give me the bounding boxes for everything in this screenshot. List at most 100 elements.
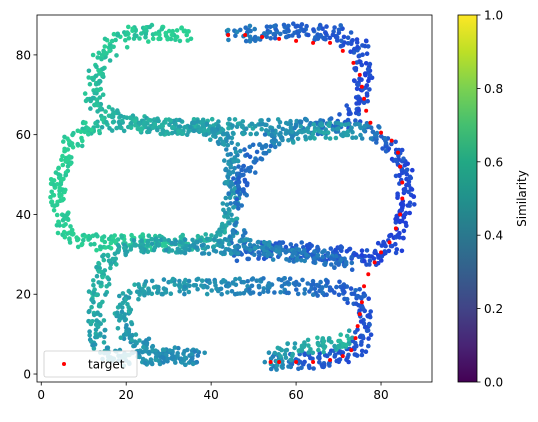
target-point — [359, 300, 364, 305]
scatter-point — [236, 179, 242, 185]
scatter-point — [209, 233, 214, 238]
scatter-point — [65, 163, 71, 169]
scatter-point — [161, 277, 167, 282]
scatter-point — [147, 24, 153, 30]
scatter-point — [172, 282, 178, 288]
scatter-point — [306, 343, 311, 348]
scatter-point — [63, 159, 68, 164]
scatter-point — [375, 240, 381, 246]
scatter-point — [294, 258, 300, 263]
scatter-point — [80, 138, 85, 144]
scatter-point — [234, 220, 239, 225]
scatter-point — [406, 189, 411, 195]
scatter-point — [227, 282, 232, 288]
scatter-point — [102, 334, 107, 340]
scatter-point — [89, 304, 94, 310]
scatter-point — [123, 251, 128, 256]
scatter-point — [301, 362, 306, 367]
scatter-point — [305, 281, 311, 286]
scatter-point — [213, 283, 218, 288]
scatter-point — [60, 162, 66, 168]
scatter-point — [204, 291, 210, 297]
scatter-point — [243, 38, 249, 44]
scatter-point — [340, 133, 345, 138]
scatter-point — [156, 118, 161, 124]
scatter-point — [149, 278, 155, 284]
scatter-point — [172, 345, 178, 350]
scatter-point — [265, 289, 271, 294]
scatter-point — [94, 64, 99, 70]
scatter-point — [93, 322, 99, 328]
scatter-point — [229, 289, 235, 294]
scatter-point — [240, 233, 246, 239]
scatter-point — [119, 118, 125, 124]
scatter-point — [137, 338, 142, 343]
target-point — [355, 324, 360, 329]
scatter-point — [134, 340, 139, 346]
scatter-point — [223, 180, 228, 185]
scatter-point — [95, 109, 100, 114]
scatter-point — [305, 126, 311, 131]
scatter-point — [345, 35, 351, 40]
scatter-point — [353, 135, 359, 140]
scatter-point — [139, 238, 144, 243]
scatter-point — [103, 109, 108, 114]
scatter-point — [177, 239, 183, 245]
scatter-point — [399, 248, 405, 254]
scatter-point — [111, 44, 116, 50]
scatter-point — [88, 96, 94, 102]
scatter-point — [283, 29, 289, 35]
scatter-point — [320, 364, 325, 370]
scatter-point — [249, 121, 254, 127]
scatter-point — [119, 234, 125, 239]
scatter-point — [146, 288, 152, 294]
scatter-point — [132, 282, 137, 288]
scatter-point — [304, 252, 309, 258]
scatter-point — [275, 345, 281, 351]
target-point — [268, 360, 273, 365]
scatter-point — [305, 337, 311, 343]
scatter-point — [266, 242, 272, 248]
scatter-point — [235, 158, 240, 163]
scatter-point — [140, 232, 145, 237]
scatter-point — [143, 35, 148, 40]
scatter-point — [140, 356, 146, 362]
scatter-point — [277, 120, 283, 125]
scatter-point — [122, 312, 127, 317]
scatter-point — [332, 290, 337, 295]
scatter-point — [238, 148, 243, 154]
target-point — [243, 32, 248, 37]
scatter-point — [302, 352, 308, 358]
scatter-point — [236, 206, 241, 211]
scatter-point — [128, 115, 134, 121]
scatter-point — [169, 248, 175, 253]
scatter-point — [146, 336, 152, 342]
scatter-point — [139, 31, 144, 36]
scatter-point — [270, 257, 276, 262]
scatter-point — [330, 32, 336, 38]
scatter-point — [298, 124, 304, 129]
scatter-point — [91, 278, 96, 283]
scatter-point — [146, 117, 151, 123]
scatter-point — [111, 256, 116, 262]
scatter-point — [63, 222, 68, 227]
scatter-point — [299, 365, 304, 371]
scatter-point — [227, 220, 232, 226]
scatter-point — [278, 289, 283, 295]
scatter-point — [251, 36, 257, 42]
scatter-point — [222, 214, 227, 219]
scatter-point — [94, 264, 99, 270]
scatter-point — [128, 125, 134, 130]
scatter-point — [204, 121, 210, 127]
scatter-point — [235, 142, 241, 147]
scatter-point — [114, 53, 119, 58]
scatter-point — [362, 258, 367, 264]
scatter-point — [315, 293, 320, 298]
scatter-point — [271, 24, 277, 29]
target-point — [340, 354, 345, 359]
target-point — [362, 96, 367, 101]
scatter-point — [365, 67, 371, 72]
scatter-point — [341, 34, 347, 40]
scatter-point — [407, 174, 413, 180]
scatter-point — [226, 125, 231, 131]
